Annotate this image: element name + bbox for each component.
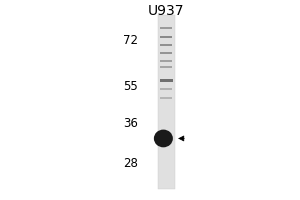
Bar <box>160 97 172 99</box>
Bar <box>160 60 172 62</box>
Bar <box>160 36 172 38</box>
Text: U937: U937 <box>148 4 184 18</box>
Bar <box>160 44 172 46</box>
Bar <box>160 27 172 29</box>
Text: 28: 28 <box>123 157 138 170</box>
Text: 36: 36 <box>123 117 138 130</box>
Ellipse shape <box>154 130 173 147</box>
Bar <box>160 52 172 54</box>
Bar <box>158 15 175 189</box>
Text: 72: 72 <box>123 34 138 47</box>
Bar <box>160 88 172 90</box>
Bar <box>160 66 172 68</box>
Bar <box>160 79 173 82</box>
Text: 55: 55 <box>123 80 138 93</box>
